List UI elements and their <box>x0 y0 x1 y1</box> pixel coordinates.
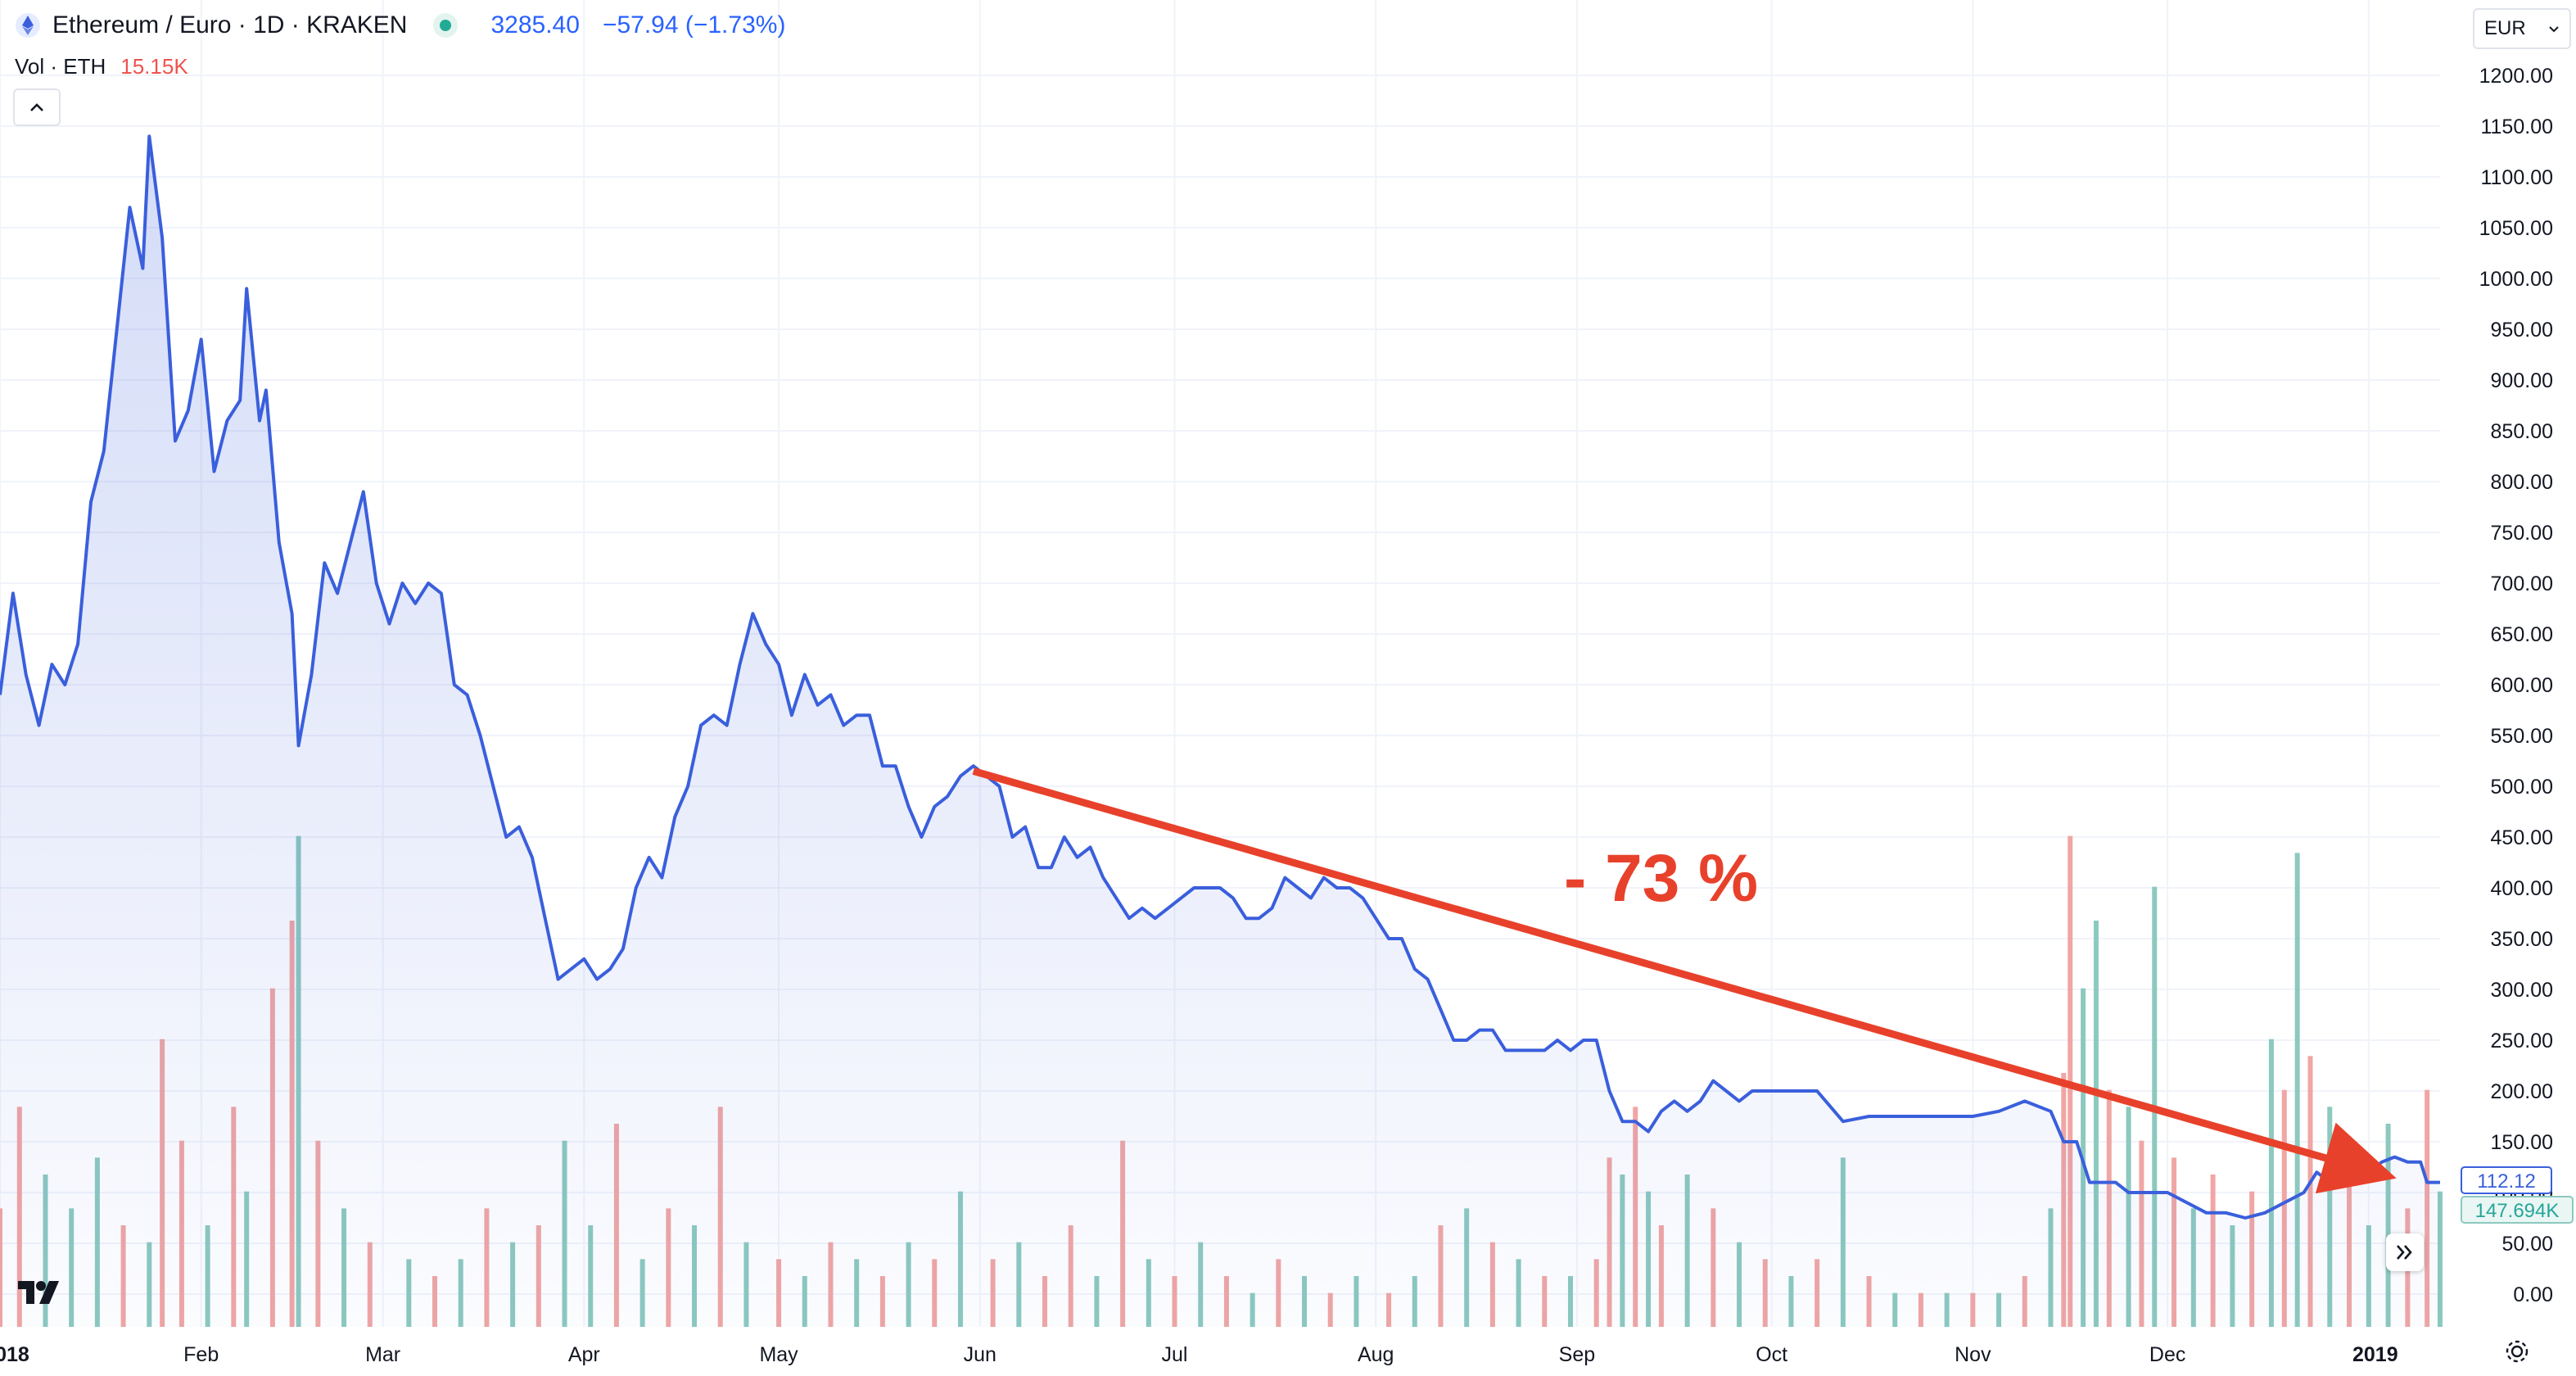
y-tick-label: 200.00 <box>2491 1080 2553 1103</box>
y-tick-label: 150.00 <box>2491 1131 2553 1154</box>
last-volume-badge-text: 147.694K <box>2475 1200 2560 1222</box>
x-tick-label: May <box>759 1343 798 1366</box>
last-price: 3285.40 <box>490 11 580 38</box>
x-tick-label: Oct <box>1756 1343 1787 1366</box>
last-value-labels: 112.12 147.694K <box>2461 1166 2574 1224</box>
y-tick-label: 0.00 <box>2513 1283 2553 1306</box>
x-tick-label: Jun <box>964 1343 997 1366</box>
last-price-badge-text: 112.12 <box>2477 1170 2536 1193</box>
collapse-legend-button[interactable] <box>13 88 61 126</box>
price-area <box>0 134 2440 1327</box>
price-change: −57.94 (−1.73%) <box>602 11 786 38</box>
double-chevron-right-icon <box>2397 1245 2412 1260</box>
y-tick-label: 500.00 <box>2491 776 2553 799</box>
x-tick-label: Jul <box>1162 1343 1188 1366</box>
y-tick-label: 1150.00 <box>2480 115 2553 138</box>
currency-selector[interactable]: EUR <box>2473 8 2571 49</box>
y-tick-label: 950.00 <box>2491 319 2553 342</box>
price-area-fill <box>0 136 2440 1327</box>
gear-icon[interactable] <box>2502 1337 2532 1366</box>
x-tick-label: Mar <box>365 1343 400 1366</box>
currency-value: EUR <box>2484 17 2526 39</box>
y-tick-label: 900.00 <box>2491 369 2553 392</box>
volume-legend: Vol · ETH 15.15K <box>15 54 188 79</box>
y-tick-label: 750.00 <box>2491 522 2553 545</box>
chevron-down-icon <box>2549 26 2559 33</box>
volume-label[interactable]: Vol · ETH <box>15 54 106 79</box>
tradingview-logo-icon[interactable] <box>16 1278 70 1307</box>
y-tick-label: 1100.00 <box>2480 166 2553 189</box>
volume-bar <box>2294 853 2300 1327</box>
chevron-up-icon <box>30 103 43 111</box>
x-tick-label: Nov <box>1955 1343 1991 1366</box>
last-volume-badge <box>2461 1195 2574 1224</box>
x-tick-label: 2019 <box>2352 1343 2398 1366</box>
price-line <box>0 134 2440 1220</box>
y-tick-label: 1200.00 <box>2479 65 2553 88</box>
x-tick-label: Dec <box>2149 1343 2185 1366</box>
scroll-to-realtime-button[interactable] <box>2386 1233 2424 1271</box>
y-tick-label: 300.00 <box>2491 979 2553 1002</box>
x-tick-label: Feb <box>183 1343 219 1366</box>
x-axis: 2018 Feb Mar Apr May Jun Jul Aug Sep Oct Nov Dec 201… <box>0 1343 2398 1366</box>
y-tick-label: 450.00 <box>2491 826 2553 849</box>
volume-bar <box>2268 1039 2274 1327</box>
last-price-badge <box>2461 1166 2552 1194</box>
volume-value: 15.15K <box>120 54 188 79</box>
ethereum-logo-icon <box>16 13 40 38</box>
y-tick-label: 50.00 <box>2501 1233 2553 1256</box>
x-tick-label: Aug <box>1358 1343 1394 1366</box>
y-tick-label: 800.00 <box>2491 471 2553 494</box>
y-tick-label: 1000.00 <box>2479 268 2553 291</box>
y-tick-label: 400.00 <box>2491 877 2553 900</box>
market-status-icon[interactable] <box>440 20 452 31</box>
y-tick-label: 850.00 <box>2491 420 2553 443</box>
x-tick-label: Sep <box>1559 1343 1595 1366</box>
x-tick-label: 2018 <box>0 1343 29 1366</box>
annotation: - 73 % <box>972 767 2397 1194</box>
decline-arrow <box>972 767 2397 1194</box>
y-tick-label: 600.00 <box>2491 674 2553 697</box>
y-tick-label: 350.00 <box>2491 928 2553 951</box>
y-axis: 1200.00 1150.00 1100.00 1050.00 1000.00 950.0… <box>2479 65 2553 1306</box>
volume-bar <box>2093 921 2099 1327</box>
decline-percentage-label: - 73 % <box>1564 841 1758 916</box>
symbol-legend: Ethereum / Euro · 1D · KRAKEN 3285.40 −5… <box>15 11 785 39</box>
y-tick-label: 550.00 <box>2491 725 2553 748</box>
y-tick-label: 1050.00 <box>2479 217 2553 240</box>
y-tick-label: 700.00 <box>2491 573 2553 595</box>
y-tick-label: 250.00 <box>2491 1030 2553 1052</box>
y-tick-label: 650.00 <box>2491 623 2553 646</box>
x-tick-label: Apr <box>568 1343 600 1366</box>
symbol-title[interactable]: Ethereum / Euro · 1D · KRAKEN <box>52 11 408 38</box>
